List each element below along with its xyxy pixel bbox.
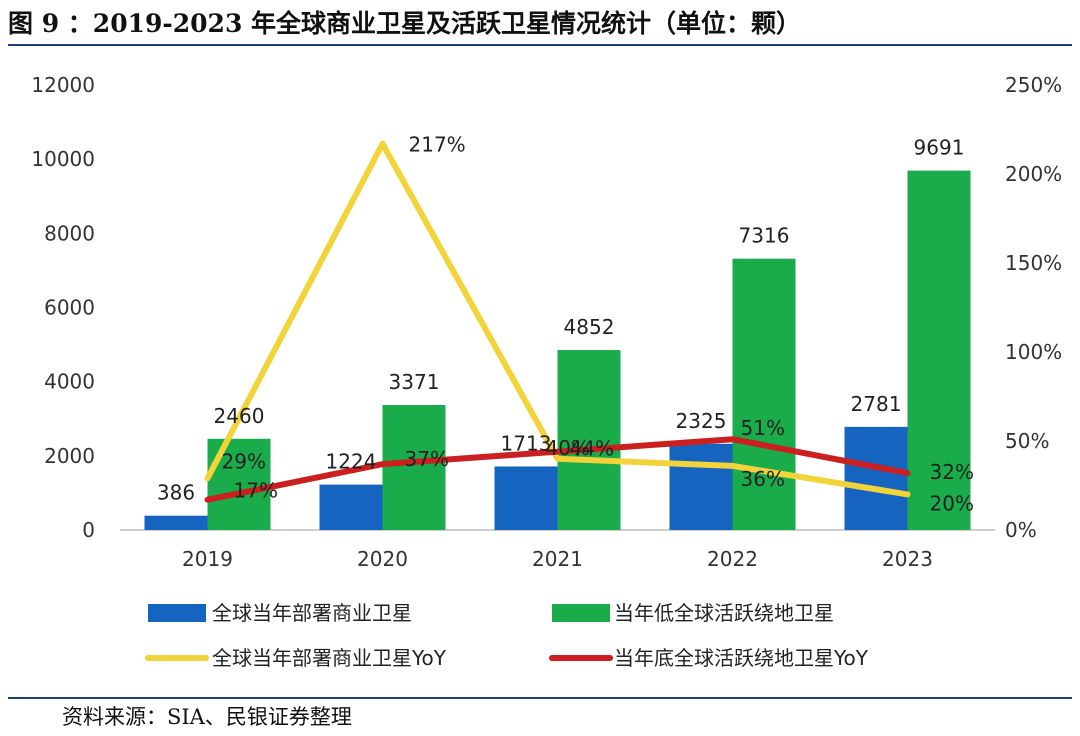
line-data-label: 44% bbox=[570, 437, 614, 461]
line-data-label: 20% bbox=[930, 491, 974, 515]
legend-swatch bbox=[148, 604, 206, 622]
bar-data-label: 1713 bbox=[501, 431, 552, 455]
source-rule bbox=[8, 697, 1072, 699]
y-right-tick-label: 250% bbox=[1005, 73, 1062, 97]
line-data-label: 36% bbox=[741, 467, 785, 491]
bar-commercial-2019 bbox=[144, 515, 208, 530]
legend-swatch bbox=[552, 604, 610, 622]
legend-label: 当年底全球活跃绕地卫星YoY bbox=[614, 646, 869, 670]
y-left-tick-label: 8000 bbox=[44, 221, 95, 245]
y-left-tick-label: 12000 bbox=[31, 73, 95, 97]
bar-active-2023 bbox=[907, 170, 971, 530]
bar-commercial-2021 bbox=[494, 466, 558, 530]
bar-active-2020 bbox=[382, 404, 446, 530]
y-right-tick-label: 100% bbox=[1005, 340, 1062, 364]
bar-data-label: 2325 bbox=[676, 409, 727, 433]
legend-label: 全球当年部署商业卫星 bbox=[212, 601, 412, 625]
legend-label: 全球当年部署商业卫星YoY bbox=[212, 646, 447, 670]
y-right-tick-label: 50% bbox=[1005, 429, 1049, 453]
bar-commercial-2023 bbox=[844, 426, 908, 530]
legend-label: 当年低全球活跃绕地卫星 bbox=[614, 601, 834, 625]
figure-title: 图 9 ：2019-2023 年全球商业卫星及活跃卫星情况统计（单位：颗） bbox=[8, 9, 802, 38]
line-data-label: 40% bbox=[546, 436, 590, 460]
y-left-tick-label: 2000 bbox=[44, 444, 95, 468]
bar-active-2022 bbox=[732, 258, 796, 530]
bar-data-label: 7316 bbox=[739, 224, 790, 248]
bar-data-label: 4852 bbox=[564, 315, 615, 339]
line-data-label: 217% bbox=[409, 133, 466, 157]
line-data-label: 32% bbox=[930, 460, 974, 484]
y-left-tick-label: 6000 bbox=[44, 296, 95, 320]
bar-data-label: 2460 bbox=[214, 404, 265, 428]
y-left-tick-label: 10000 bbox=[31, 147, 95, 171]
line-data-label: 29% bbox=[222, 449, 266, 473]
x-tick-label: 2023 bbox=[882, 547, 933, 571]
x-tick-label: 2020 bbox=[357, 547, 408, 571]
line-data-label: 51% bbox=[741, 416, 785, 440]
line-commercial-yoy bbox=[204, 140, 911, 498]
bar-data-label: 1224 bbox=[326, 450, 377, 474]
bar-commercial-2020 bbox=[319, 484, 383, 530]
y-right-tick-label: 200% bbox=[1005, 162, 1062, 186]
bar-active-2021 bbox=[557, 350, 621, 530]
line-data-label: 37% bbox=[405, 447, 449, 471]
y-left-tick-label: 0 bbox=[82, 518, 95, 542]
chart: 0 2000 4000 6000 8000 10000 12000 0% 50% 100% 150%… bbox=[31, 73, 1062, 670]
line-active-yoy bbox=[204, 436, 911, 503]
x-tick-label: 2019 bbox=[182, 547, 233, 571]
y-right-tick-label: 0% bbox=[1005, 518, 1037, 542]
bar-data-label: 386 bbox=[157, 481, 195, 505]
bar-data-label: 2781 bbox=[851, 392, 902, 416]
x-tick-label: 2021 bbox=[532, 547, 583, 571]
y-left-tick-label: 4000 bbox=[44, 370, 95, 394]
bar-commercial-2022 bbox=[669, 443, 733, 530]
bar-data-label: 9691 bbox=[914, 136, 965, 160]
x-tick-label: 2022 bbox=[707, 547, 758, 571]
title-rule bbox=[8, 44, 1072, 46]
source-note: 资料来源：SIA、民银证券整理 bbox=[62, 705, 352, 729]
line-data-label: 17% bbox=[234, 479, 278, 503]
y-right-tick-label: 150% bbox=[1005, 251, 1062, 275]
bar-data-label: 3371 bbox=[389, 370, 440, 394]
